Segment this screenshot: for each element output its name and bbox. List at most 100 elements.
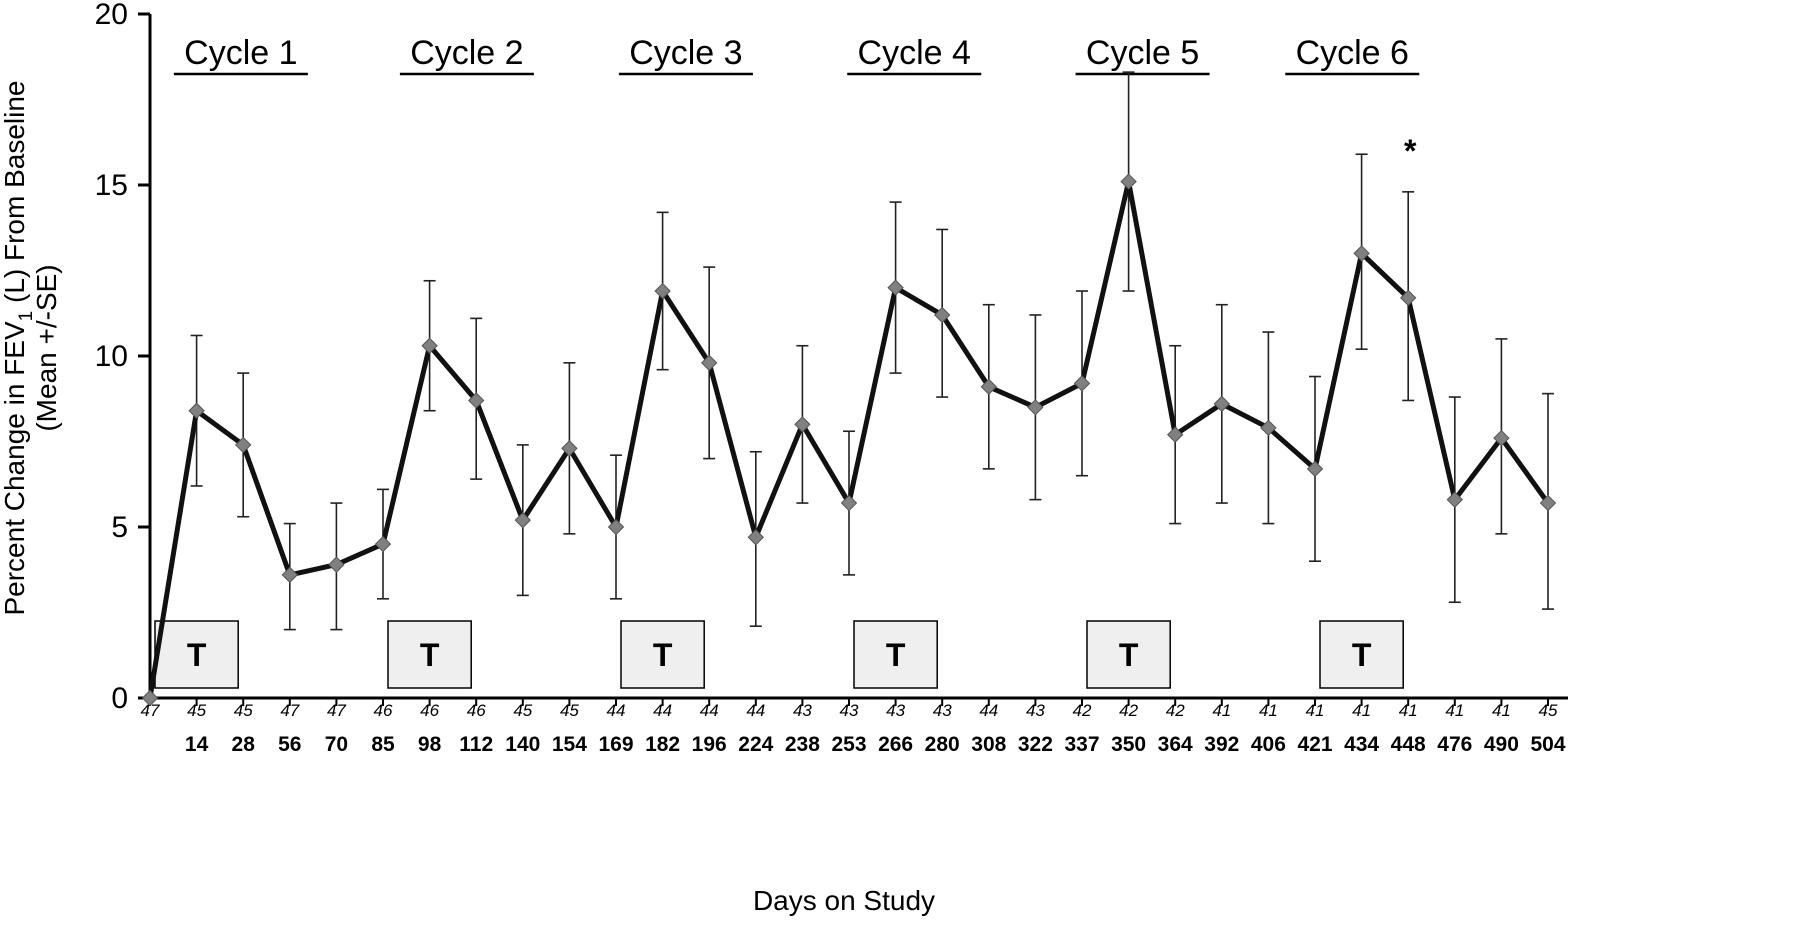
data-point (840, 494, 858, 512)
data-point (1399, 289, 1417, 307)
sample-size-label: 43 (886, 701, 905, 720)
x-tick-label: 266 (878, 733, 913, 756)
data-point (1120, 173, 1137, 190)
data-point (700, 354, 718, 372)
sample-size-label: 43 (840, 701, 859, 720)
treatment-box (1086, 620, 1171, 689)
sample-size-label: 41 (1492, 701, 1511, 720)
data-point (141, 689, 159, 707)
data-point (1446, 491, 1464, 508)
sample-size-label: 47 (327, 701, 346, 720)
treatment-label: T (1352, 637, 1372, 673)
y-axis-title: Percent Change in FEV1 (L) From Baseline (0, 80, 37, 615)
sample-size-label: 44 (746, 701, 765, 720)
x-tick-label: 350 (1111, 733, 1146, 756)
treatment-box (387, 620, 472, 689)
y-tick-label: 10 (95, 340, 128, 373)
x-tick-label: 224 (738, 733, 773, 756)
x-tick-label: 364 (1158, 733, 1193, 756)
data-point (561, 440, 578, 457)
y-axis-title-main: Percent Change in FEV (0, 321, 30, 615)
sample-size-label: 46 (420, 701, 439, 720)
x-tick-label: 392 (1204, 733, 1239, 756)
treatment-box (1319, 620, 1404, 689)
y-tick-label: 5 (111, 511, 128, 544)
sample-size-label: 45 (513, 701, 532, 720)
data-point (1213, 395, 1231, 413)
x-tick-label: 70 (325, 733, 348, 756)
x-tick-label: 337 (1064, 733, 1099, 756)
treatment-label: T (187, 637, 207, 673)
sample-size-label: 43 (933, 701, 952, 720)
sample-size-label: 47 (141, 701, 160, 720)
sample-size-label: 47 (280, 701, 299, 720)
x-tick-label: 504 (1530, 733, 1565, 756)
data-point (514, 511, 532, 529)
data-point (887, 279, 904, 296)
data-point (933, 306, 951, 324)
sample-size-label: 45 (234, 701, 253, 720)
x-tick-label: 308 (971, 733, 1006, 756)
x-tick-label: 56 (278, 733, 301, 756)
sample-size-label: 45 (560, 701, 579, 720)
sample-size-label: 46 (374, 701, 393, 720)
x-tick-label: 28 (232, 733, 256, 756)
treatment-box (620, 620, 705, 689)
sample-size-label: 42 (1119, 701, 1138, 720)
data-point (1493, 429, 1510, 447)
data-point (980, 378, 998, 395)
treatment-box (154, 620, 239, 689)
sample-size-label: 44 (607, 701, 626, 720)
data-point (421, 337, 438, 354)
sample-size-label: 46 (467, 701, 486, 720)
x-tick-label: 196 (692, 733, 727, 756)
y-tick-label: 20 (95, 0, 128, 31)
data-point (654, 282, 671, 300)
x-tick-label: 98 (418, 733, 442, 756)
y-axis-title-rest: (L) From Baseline (0, 80, 30, 310)
x-tick-label: 448 (1391, 733, 1426, 756)
sample-size-label: 45 (187, 701, 206, 720)
data-point (328, 556, 345, 573)
cycle-label: Cycle 2 (410, 34, 523, 72)
data-point (1166, 426, 1184, 443)
sample-size-label: 41 (1259, 701, 1278, 720)
x-tick-label: 253 (831, 733, 866, 756)
x-tick-label: 112 (459, 733, 493, 756)
sample-size-label: 41 (1445, 701, 1464, 720)
cycle-label: Cycle 4 (858, 34, 971, 72)
sample-size-label: 41 (1352, 701, 1371, 720)
sample-size-label: 41 (1212, 701, 1231, 720)
x-tick-label: 280 (925, 733, 960, 756)
sample-size-label: 44 (979, 701, 998, 720)
cycle-label: Cycle 6 (1296, 34, 1409, 72)
data-point (1073, 375, 1091, 392)
x-tick-label: 154 (552, 733, 587, 756)
data-point (374, 535, 392, 553)
sample-size-label: 43 (1026, 701, 1045, 720)
data-point (747, 529, 765, 546)
treatment-label: T (886, 637, 906, 673)
treatment-label: T (420, 637, 440, 673)
data-point (1539, 494, 1557, 512)
x-tick-label: 182 (645, 733, 680, 756)
x-tick-label: 490 (1484, 733, 1519, 756)
significance-asterisk: * (1404, 133, 1417, 169)
x-axis-title: Days on Study (753, 885, 935, 916)
data-point (1306, 460, 1324, 478)
cycle-label: Cycle 5 (1086, 34, 1199, 72)
data-point (607, 518, 625, 536)
x-tick-label: 85 (371, 733, 395, 756)
x-tick-label: 406 (1251, 733, 1286, 756)
data-point (281, 566, 299, 584)
sample-size-label: 45 (1539, 701, 1558, 720)
sample-size-label: 41 (1399, 701, 1418, 720)
data-point (188, 402, 205, 419)
cycle-label: Cycle 3 (629, 34, 742, 72)
x-tick-label: 476 (1437, 733, 1472, 756)
sample-size-label: 41 (1306, 701, 1325, 720)
x-tick-label: 434 (1344, 733, 1379, 756)
sample-size-label: 44 (653, 701, 672, 720)
x-tick-label: 14 (185, 733, 209, 756)
